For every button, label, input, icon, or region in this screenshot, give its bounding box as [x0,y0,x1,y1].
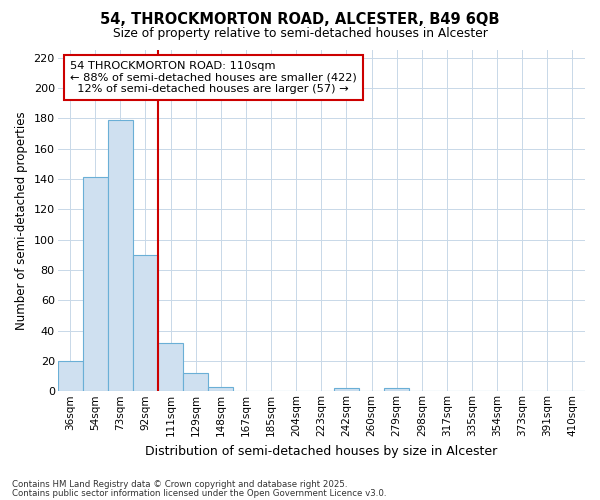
X-axis label: Distribution of semi-detached houses by size in Alcester: Distribution of semi-detached houses by … [145,444,497,458]
Text: Contains public sector information licensed under the Open Government Licence v3: Contains public sector information licen… [12,489,386,498]
Text: 54, THROCKMORTON ROAD, ALCESTER, B49 6QB: 54, THROCKMORTON ROAD, ALCESTER, B49 6QB [100,12,500,28]
Bar [208,386,233,392]
Text: Size of property relative to semi-detached houses in Alcester: Size of property relative to semi-detach… [113,28,487,40]
Text: 54 THROCKMORTON ROAD: 110sqm
← 88% of semi-detached houses are smaller (422)
  1: 54 THROCKMORTON ROAD: 110sqm ← 88% of se… [70,60,357,94]
Bar [158,342,183,392]
Text: Contains HM Land Registry data © Crown copyright and database right 2025.: Contains HM Land Registry data © Crown c… [12,480,347,489]
Bar [58,361,83,392]
Bar [108,120,133,392]
Bar [334,388,359,392]
Y-axis label: Number of semi-detached properties: Number of semi-detached properties [15,112,28,330]
Bar [133,255,158,392]
Bar [384,388,409,392]
Bar [183,373,208,392]
Bar [83,178,108,392]
